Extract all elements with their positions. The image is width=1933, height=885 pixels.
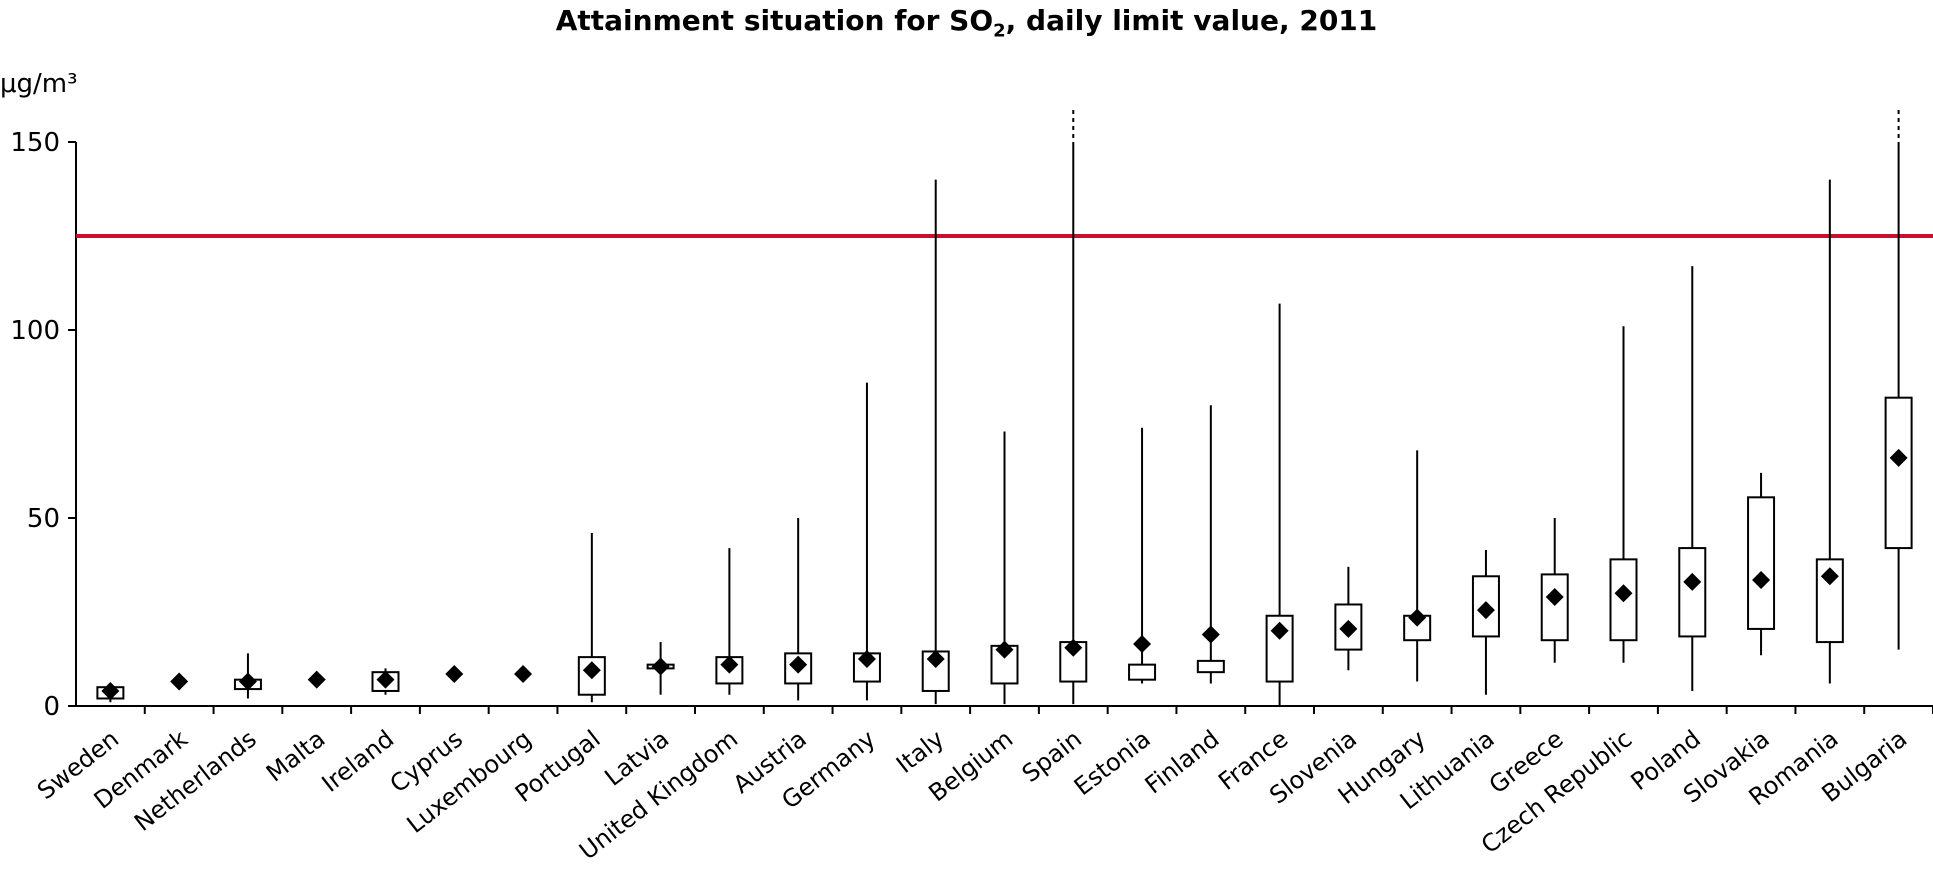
mean-marker <box>514 665 533 684</box>
mean-marker <box>170 672 189 691</box>
mean-marker <box>1133 634 1152 653</box>
box-plot-item <box>715 548 744 695</box>
box-plot-item <box>170 672 189 691</box>
mean-marker <box>1889 448 1908 467</box>
box-plot-item <box>1471 549 1500 695</box>
mean-marker <box>1820 567 1839 586</box>
mean-marker <box>1545 587 1564 606</box>
box-plot-item <box>852 382 881 701</box>
mean-marker <box>857 650 876 668</box>
box <box>1540 573 1569 642</box>
box-plot-item <box>1747 472 1776 656</box>
chart-title: Attainment situation for SO2, daily limi… <box>0 4 1933 42</box>
box <box>1884 396 1913 550</box>
mean-marker <box>926 650 945 668</box>
y-tick-label: 150 <box>10 128 60 158</box>
mean-marker <box>651 657 670 676</box>
box <box>1747 496 1776 630</box>
y-tick-label: 50 <box>27 504 60 534</box>
box-plot-item <box>307 670 326 689</box>
y-tick-label: 100 <box>10 316 60 346</box>
box-plot-item <box>646 642 675 695</box>
box-plot-item <box>1059 110 1088 705</box>
y-tick-label: 0 <box>43 692 60 722</box>
box-plot-item <box>1334 566 1363 671</box>
mean-marker <box>1270 621 1289 640</box>
mean-marker <box>376 670 395 689</box>
box-plot-item <box>1540 518 1569 663</box>
box-plot-item <box>990 431 1019 705</box>
mean-marker <box>307 670 326 689</box>
box-plot-item <box>1678 266 1707 691</box>
mean-marker <box>1614 584 1633 603</box>
box-plot-item <box>233 653 262 699</box>
title-rest: , daily limit value, 2011 <box>1005 4 1378 37</box>
mean-marker <box>1408 608 1427 627</box>
box-plot-item <box>514 665 533 684</box>
title-main: Attainment situation for SO <box>555 4 994 37</box>
mean-marker <box>720 655 739 674</box>
category-label: Estonia <box>1069 725 1156 801</box>
category-label: Finland <box>1140 725 1225 800</box>
mean-marker <box>995 640 1014 659</box>
box-group <box>96 110 1913 706</box>
title-subscript: 2 <box>993 20 1006 42</box>
mean-marker <box>789 655 808 674</box>
box-plot-item <box>577 533 606 703</box>
box <box>1128 663 1157 681</box>
box-plot-item <box>1128 427 1157 684</box>
mean-marker <box>1064 638 1083 657</box>
box-plot-item <box>1884 110 1913 650</box>
box <box>1196 659 1225 674</box>
box-plot-item <box>371 668 400 695</box>
box-plot-item <box>1609 326 1638 663</box>
mean-marker <box>1683 572 1702 591</box>
axes: 0 50 100 150 <box>10 128 1933 722</box>
box-plot-item <box>96 681 125 703</box>
box-plot-item <box>1403 450 1432 682</box>
y-axis-unit-label: μg/m³ <box>0 69 78 99</box>
box-plot-item <box>921 179 950 705</box>
category-label: Ireland <box>317 725 400 798</box>
box-plot-item <box>445 665 464 684</box>
mean-marker <box>582 661 601 680</box>
mean-marker <box>101 681 120 700</box>
mean-marker <box>445 665 464 684</box>
mean-marker <box>1476 601 1495 620</box>
box-plot-item <box>1196 405 1225 684</box>
mean-marker <box>1339 619 1358 638</box>
mean-marker <box>238 672 257 691</box>
mean-marker <box>1752 571 1771 590</box>
box-plot-item <box>1265 303 1294 706</box>
box <box>1678 547 1707 638</box>
box-plot-item <box>784 518 813 701</box>
mean-marker <box>1201 625 1220 644</box>
box-plot-item <box>1815 179 1844 684</box>
